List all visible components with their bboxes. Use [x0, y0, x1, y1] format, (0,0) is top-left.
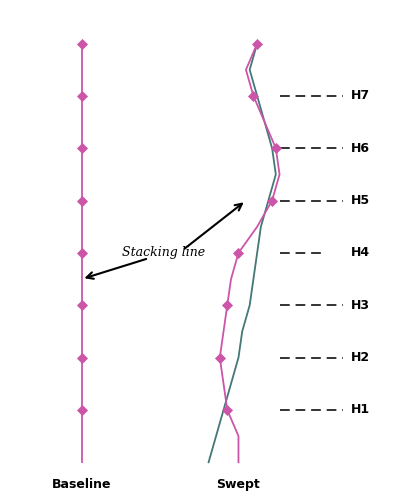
Text: Swept: Swept — [216, 478, 260, 491]
Text: H7: H7 — [350, 90, 369, 102]
Point — [224, 406, 230, 414]
Point — [78, 249, 85, 257]
Point — [78, 302, 85, 310]
Text: Stacking line: Stacking line — [122, 246, 205, 260]
Point — [78, 196, 85, 204]
Point — [272, 144, 278, 152]
Point — [78, 406, 85, 414]
Point — [78, 354, 85, 362]
Point — [249, 92, 256, 100]
Point — [216, 354, 222, 362]
Text: H4: H4 — [350, 246, 369, 260]
Point — [224, 302, 230, 310]
Point — [78, 92, 85, 100]
Point — [78, 40, 85, 48]
Text: H5: H5 — [350, 194, 369, 207]
Point — [234, 249, 241, 257]
Point — [253, 40, 260, 48]
Text: Baseline: Baseline — [52, 478, 111, 491]
Text: H1: H1 — [350, 404, 369, 416]
Text: H3: H3 — [350, 299, 369, 312]
Point — [78, 144, 85, 152]
Text: H6: H6 — [350, 142, 369, 154]
Point — [268, 196, 275, 204]
Text: H2: H2 — [350, 351, 369, 364]
